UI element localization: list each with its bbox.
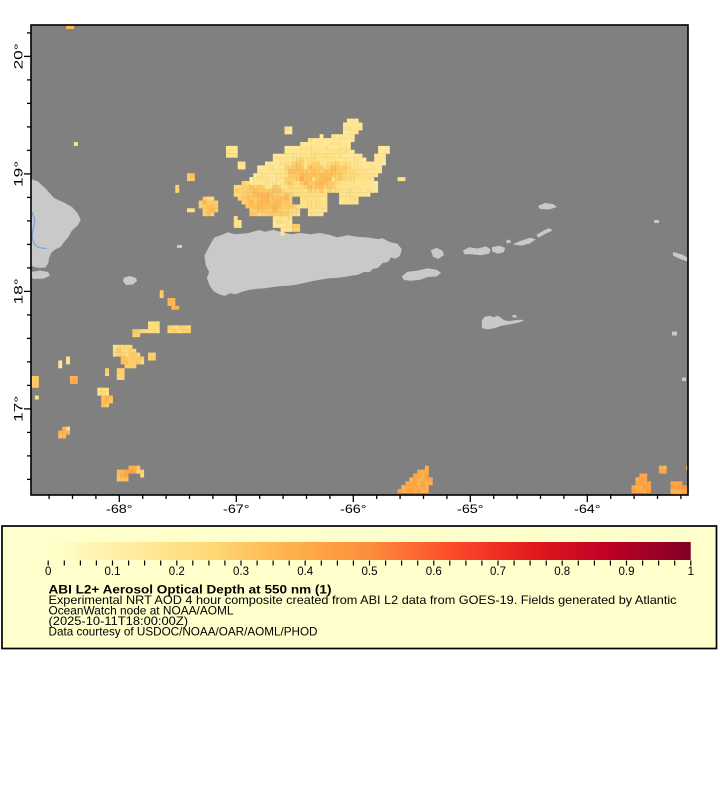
svg-text:0.6: 0.6: [426, 566, 442, 578]
svg-text:OceanWatch node at NOAA/AOML: OceanWatch node at NOAA/AOML: [49, 605, 235, 618]
svg-text:0.3: 0.3: [233, 566, 249, 578]
svg-text:(2025-10-11T18:00:00Z): (2025-10-11T18:00:00Z): [49, 615, 189, 628]
svg-text:ABI L2+ Aerosol Optical Depth: ABI L2+ Aerosol Optical Depth at 550 nm …: [49, 584, 332, 597]
svg-text:0.8: 0.8: [554, 566, 570, 578]
svg-text:Experimental NRT AOD 4 hour co: Experimental NRT AOD 4 hour composite cr…: [49, 594, 677, 607]
svg-text:18°: 18°: [12, 278, 26, 304]
svg-text:0.2: 0.2: [169, 566, 185, 578]
svg-text:-68°: -68°: [106, 502, 133, 516]
svg-text:20°: 20°: [12, 43, 26, 69]
svg-text:-64°: -64°: [574, 502, 601, 516]
svg-text:0.4: 0.4: [297, 566, 314, 578]
svg-text:Data courtesy of USDOC/NOAA/OA: Data courtesy of USDOC/NOAA/OAR/AOML/PHO…: [49, 626, 318, 639]
svg-text:0: 0: [45, 566, 51, 578]
svg-text:-65°: -65°: [457, 502, 484, 516]
svg-text:17°: 17°: [12, 396, 26, 422]
svg-text:-66°: -66°: [340, 502, 367, 516]
svg-text:0.7: 0.7: [490, 566, 506, 578]
svg-text:19°: 19°: [12, 161, 26, 187]
svg-text:0.5: 0.5: [362, 566, 378, 578]
svg-text:0.1: 0.1: [105, 566, 121, 578]
svg-text:-67°: -67°: [223, 502, 250, 516]
svg-text:1: 1: [688, 566, 694, 578]
svg-text:0.9: 0.9: [619, 566, 635, 578]
